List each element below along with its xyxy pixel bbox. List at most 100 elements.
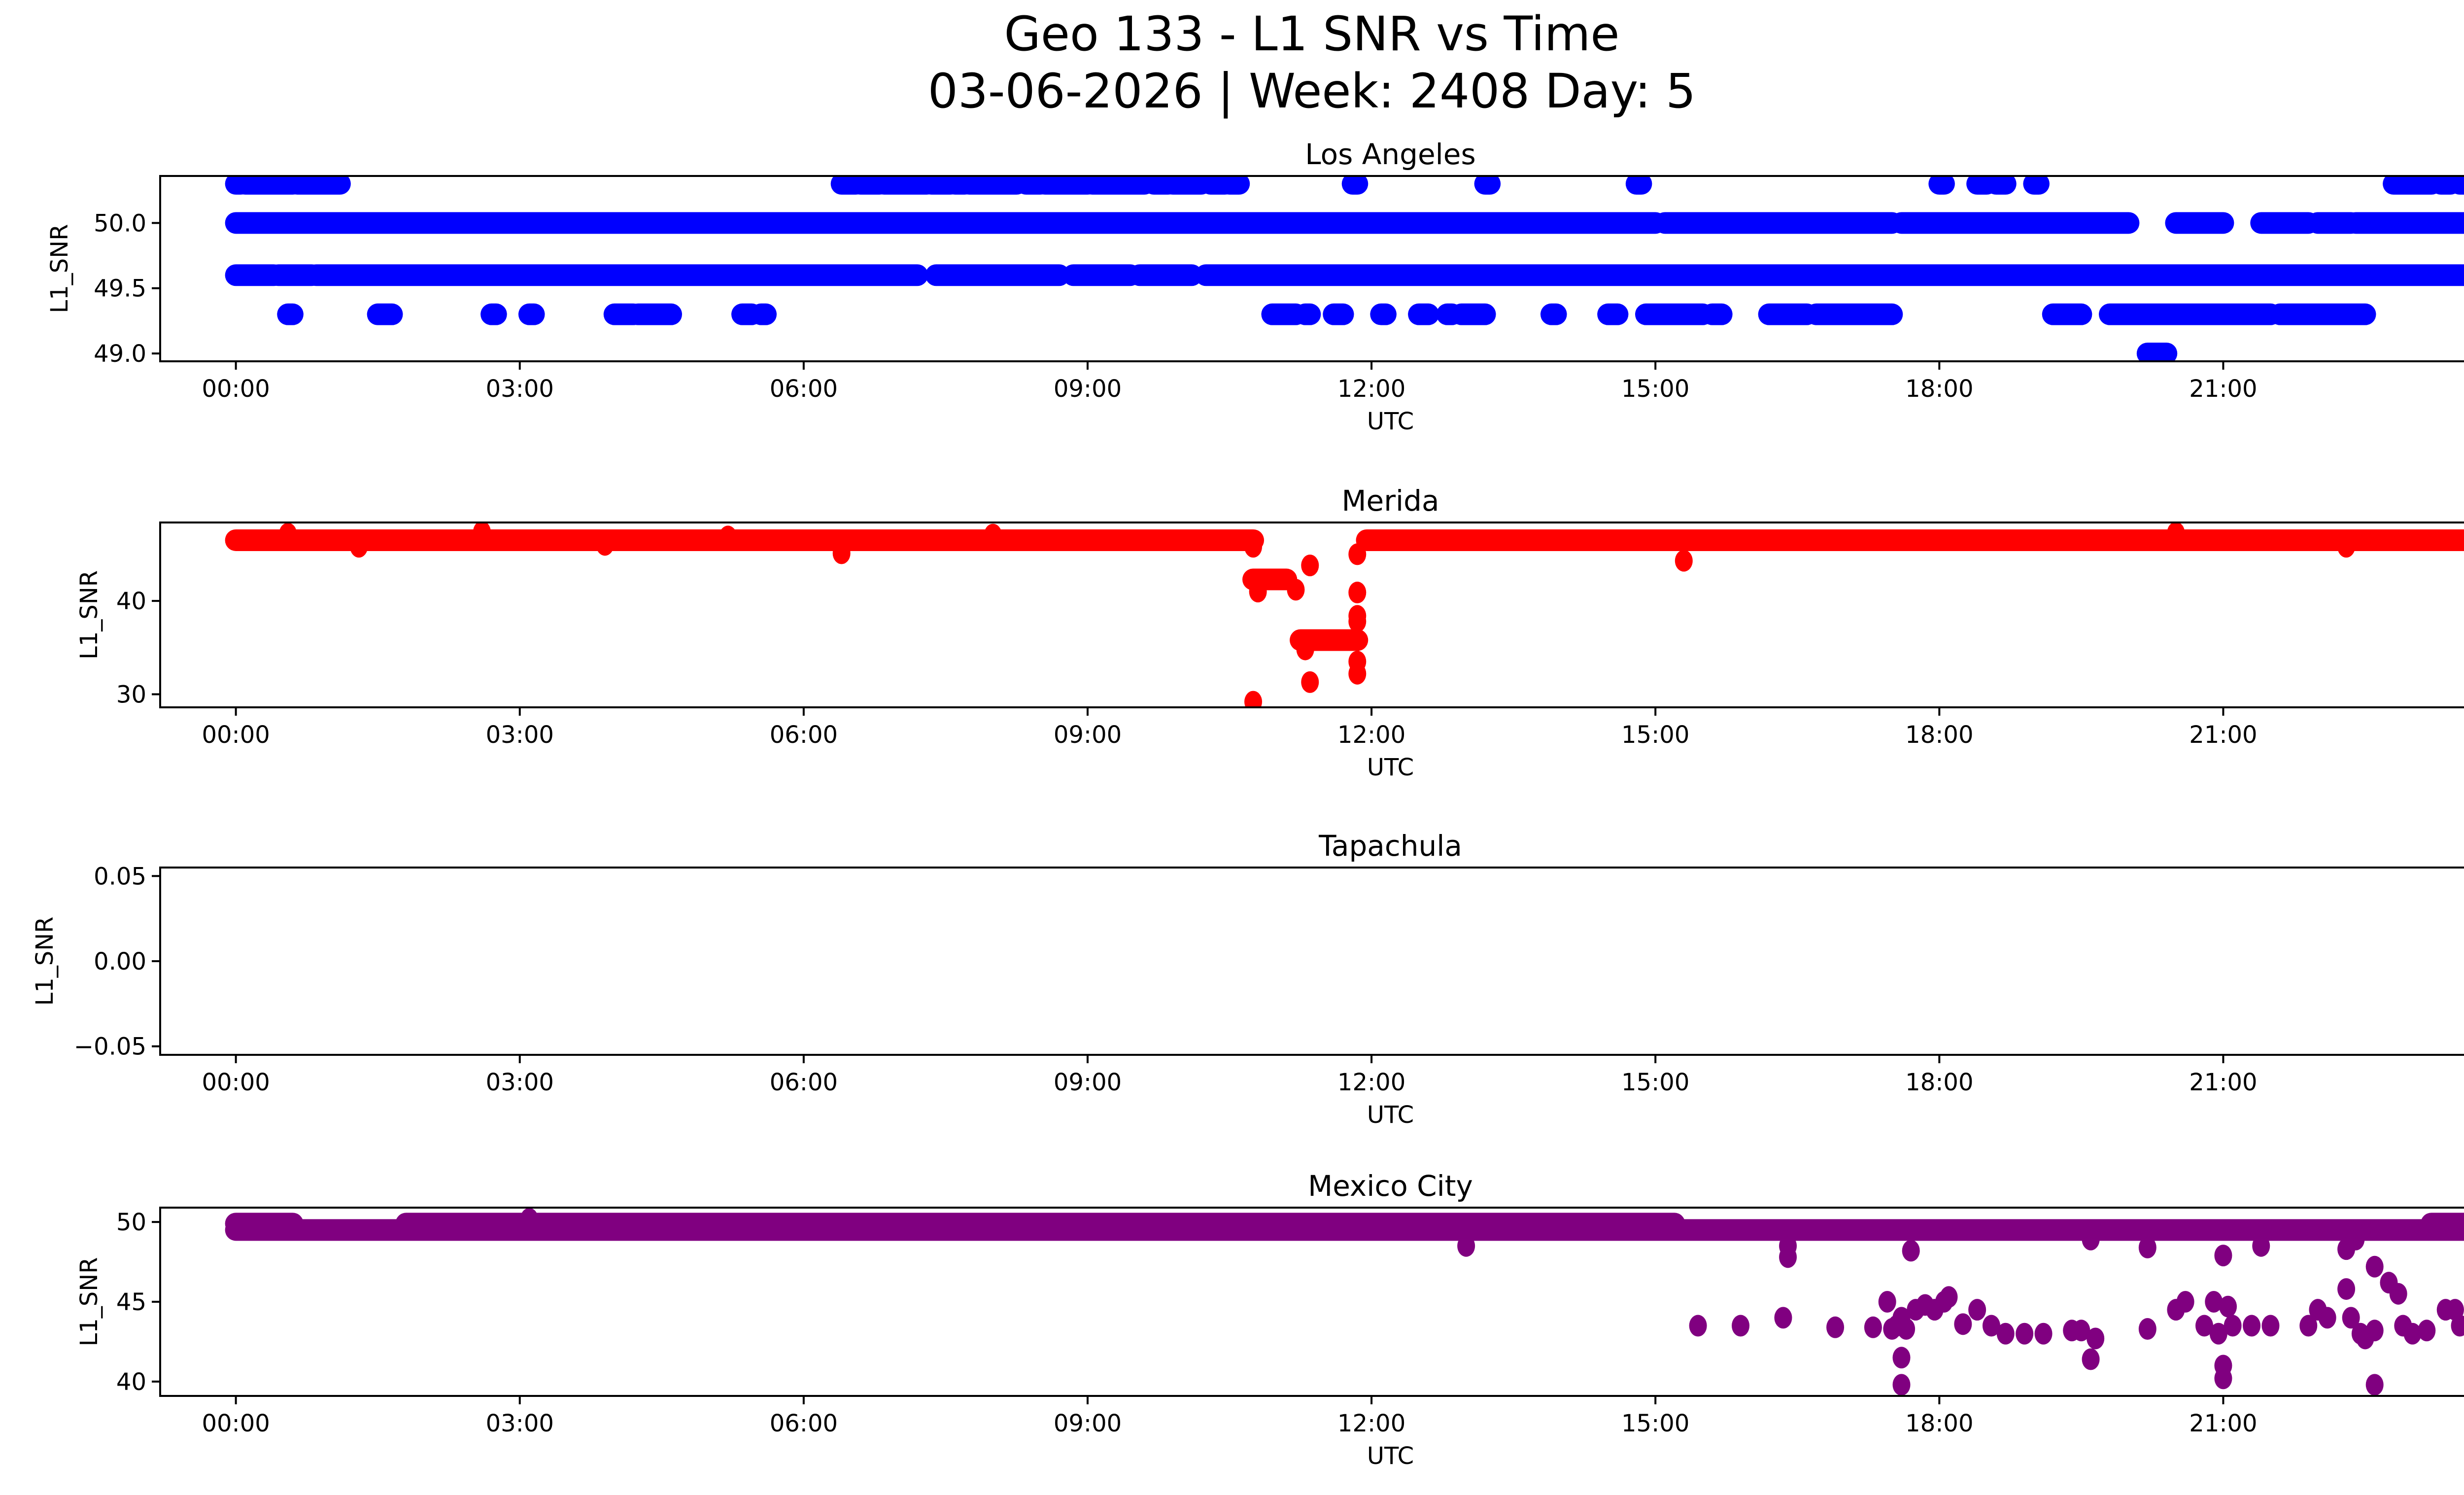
x-tick-label: 09:00 [1054,721,1122,749]
scatter-run [2098,303,2282,325]
scatter-point [2451,1315,2464,1337]
scatter-run [1890,212,2140,234]
scatter-point [2072,1320,2090,1342]
scatter-run [1758,303,1818,325]
scatter-point [2214,1245,2232,1267]
x-tick-label: 18:00 [1905,721,1973,749]
x-tick-label: 12:00 [1337,375,1405,403]
scatter-run [2269,303,2376,325]
scatter-point [1348,662,1367,685]
scatter-point [1892,1374,1911,1396]
scatter-point [1902,1240,1920,1262]
scatter-run [1356,529,2464,551]
scatter-run [1985,176,2017,195]
scatter-point [2016,1322,2034,1345]
scatter-point [2365,1255,2384,1278]
scatter-point [984,523,1002,546]
x-tick-label: 00:00 [202,1069,270,1096]
scatter-point [1348,605,1367,627]
scatter-point [2337,536,2356,558]
scatter-point [1689,1315,1707,1337]
scatter-point [1244,691,1263,707]
scatter-point [350,536,368,558]
scatter-point [596,534,614,556]
scatter-point [473,522,491,543]
y-tick-label: 40 [116,1368,146,1396]
scatter-point [2176,1291,2194,1313]
subplot-title: Los Angeles [1305,138,1475,171]
y-tick-label: 40 [116,588,146,615]
data-layer [225,1208,2464,1396]
scatter-point [2205,1291,2223,1313]
scatter-point [1779,1235,1797,1257]
scatter-point [1897,1318,1916,1340]
scatter-point [279,522,297,545]
scatter-run [1062,264,1141,286]
scatter-run [1370,303,1397,325]
scatter-run [1323,303,1354,325]
x-tick-label: 06:00 [770,1069,838,1096]
scatter-run [750,303,777,325]
y-tick-label: 50.0 [94,209,146,237]
scatter-point [2243,1315,2261,1337]
x-tick-label: 21:00 [2189,375,2257,403]
scatter-point [1348,582,1367,604]
x-axis-label: UTC [1367,1442,1414,1470]
axes-frame [159,522,2464,708]
subplot-mexico-city: Mexico City 00:00 03:00 06:00 09:00 12:00 15:0… [75,1169,2464,1470]
scatter-point [1301,671,1319,693]
scatter-run [1081,176,1156,195]
x-tick-label: 00:00 [202,721,270,749]
scatter-run [1341,176,1369,195]
scatter-run [1635,303,1714,325]
scatter-point [719,525,737,548]
y-axis-label: L1_SNR [75,570,103,660]
y-tick-label: 45 [116,1288,146,1316]
axes-frame [159,175,2464,362]
scatter-run [2345,212,2464,234]
scatter-run [925,264,1070,286]
scatter-run [1474,176,1501,195]
scatter-point [1249,581,1267,603]
x-tick-label: 12:00 [1337,1069,1405,1096]
scatter-run [1261,303,1307,325]
x-tick-label: 00:00 [202,1410,270,1437]
x-tick-label: 15:00 [1621,375,1689,403]
x-tick-label: 15:00 [1621,1410,1689,1437]
scatter-point [2337,1278,2356,1300]
scatter-run [1450,303,1496,325]
scatter-run [1294,303,1321,325]
figure-title-line1: Geo 133 - L1 SNR vs Time [1004,6,1620,62]
scatter-point [2195,1315,2214,1337]
scatter-point [1878,1291,1896,1313]
y-tick-label: 0.05 [94,863,146,890]
scatter-run [2023,176,2050,195]
scatter-run [2165,212,2234,234]
scatter-run [2383,176,2442,195]
scatter-point [2252,1235,2270,1257]
scatter-point [1864,1316,1882,1338]
scatter-point [2299,1315,2318,1337]
scatter-run [1597,303,1629,325]
scatter-point [1968,1299,1986,1321]
scatter-point [2365,1320,2384,1342]
scatter-point [1457,1235,1475,1257]
scatter-run [518,303,545,325]
scatter-point [2167,522,2185,544]
scatter-run [1195,264,2464,286]
scatter-point [1244,536,1263,558]
scatter-run [1540,303,1567,325]
y-tick-label: −0.05 [74,1033,146,1061]
scatter-run [1625,176,1652,195]
data-layer [225,176,2464,361]
x-tick-label: 12:00 [1337,721,1405,749]
x-axis-label: UTC [1367,408,1414,435]
scatter-point [2389,1283,2407,1305]
scatter-run [627,303,683,325]
subplot-los-angeles: Los Angeles 00:00 03:00 06:00 09:00 12:00 15:0… [46,138,2464,435]
scatter-run [1219,176,1250,195]
scatter-run [395,1213,1685,1235]
scatter-run [1162,176,1212,195]
scatter-point [2138,1236,2156,1258]
